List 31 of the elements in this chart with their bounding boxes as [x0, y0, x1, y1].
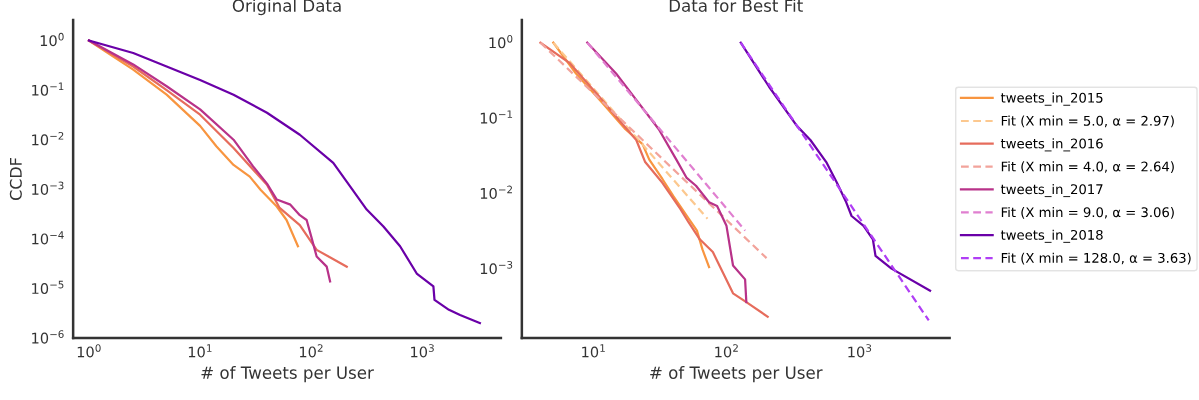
- y-tick-label: 10$^{0}$: [489, 34, 513, 49]
- legend-label: Fit (X min = 4.0, α = 2.64): [1001, 161, 1174, 174]
- legend-label: tweets_in_2017: [1000, 183, 1103, 198]
- x-axis-title: # of Tweets per User: [650, 366, 823, 383]
- y-tick-label: 10$^{−2}$: [480, 185, 512, 199]
- y-tick-label: 10$^{−3}$: [32, 181, 64, 195]
- chart-title: Original Data: [232, 0, 341, 16]
- x-tick-label: 10$^{1}$: [188, 344, 212, 358]
- x-tick-label: 10$^{3}$: [411, 344, 434, 358]
- y-tick-label: 10$^{−1}$: [480, 110, 513, 124]
- x-tick-label: 10$^{2}$: [715, 344, 738, 358]
- legend-label: tweets_in_2016: [1000, 138, 1103, 152]
- x-tick-label: 10$^{1}$: [582, 344, 605, 358]
- y-tick-label: 10$^{−2}$: [32, 131, 64, 146]
- y-tick-label: 10$^{0}$: [40, 32, 64, 47]
- y-tick-label: 10$^{−5}$: [32, 280, 64, 295]
- legend-label: Fit (X min = 9.0, α = 3.06): [1001, 206, 1174, 219]
- x-tick-label: 10$^{2}$: [299, 344, 323, 358]
- x-tick-label: 10$^{3}$: [848, 344, 872, 358]
- legend-label: Fit (X min = 128.0, α = 3.63): [1001, 252, 1191, 265]
- legend-label: tweets_in_2018: [1000, 229, 1103, 243]
- legend-label: Fit (X min = 5.0, α = 2.97): [1001, 115, 1174, 128]
- y-tick-label: 10$^{−4}$: [32, 231, 64, 245]
- x-tick-label: 10$^{0}$: [77, 344, 101, 358]
- x-axis-title: # of Tweets per User: [201, 366, 374, 383]
- y-axis-title: CCDF: [9, 158, 22, 200]
- y-tick-label: 10$^{−6}$: [32, 330, 64, 344]
- y-tick-label: 10$^{−1}$: [32, 82, 64, 96]
- legend-label: tweets_in_2015: [1000, 92, 1103, 106]
- y-tick-label: 10$^{−3}$: [480, 260, 513, 275]
- chart-title: Data for Best Fit: [669, 0, 803, 12]
